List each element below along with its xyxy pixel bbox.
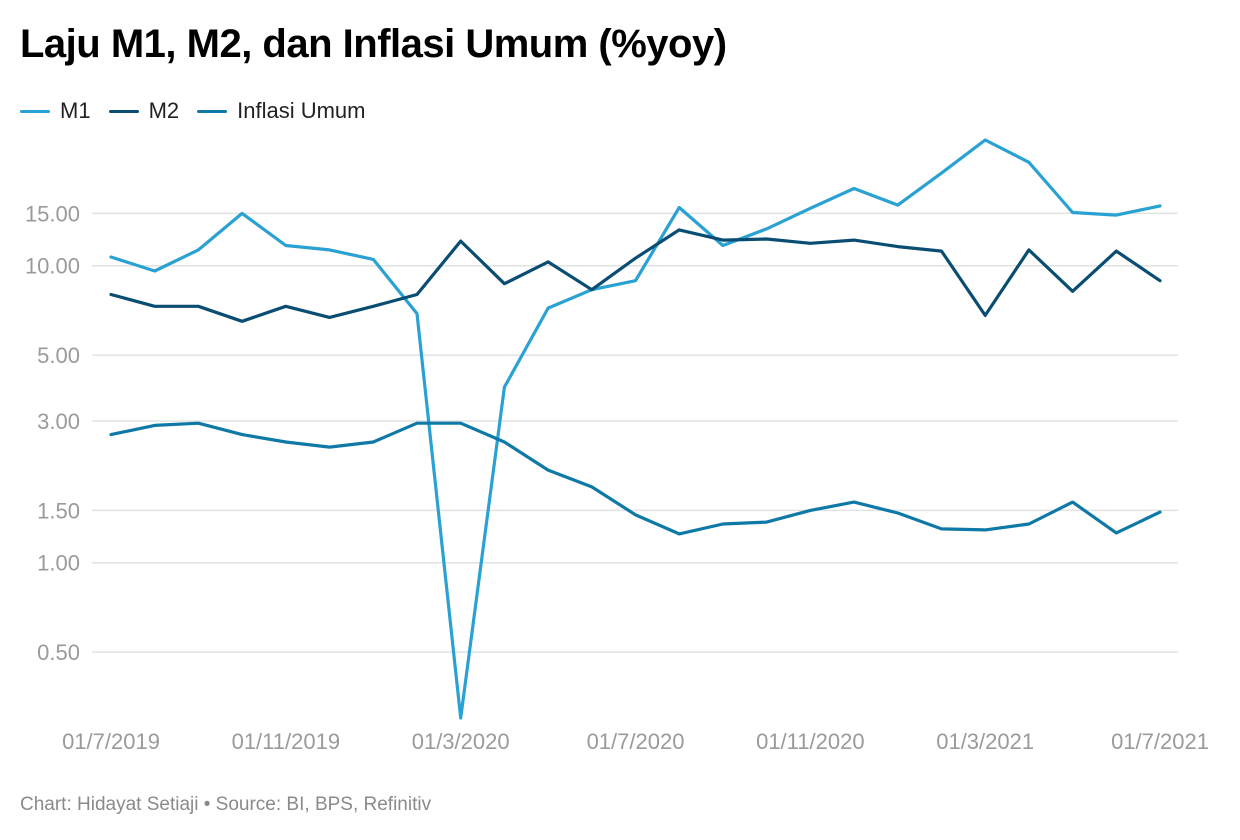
y-tick-label: 1.00 [37,551,80,576]
chart-title: Laju M1, M2, dan Inflasi Umum (%yoy) [20,22,727,66]
series-line-inflasi-umum [109,421,1162,536]
series-lines [109,138,1162,720]
x-tick-label: 01/3/2021 [936,729,1034,754]
legend-label-inflasi: Inflasi Umum [237,98,366,123]
legend-item-m2: M2 [108,98,180,124]
y-tick-label: 0.50 [37,640,80,665]
legend: M1 M2 Inflasi Umum [20,98,383,124]
y-tick-label: 15.00 [25,201,80,226]
legend-item-inflasi: Inflasi Umum [197,98,365,124]
legend-item-m1: M1 [20,98,91,124]
chart-source-credit: Chart: Hidayat Setiaji • Source: BI, BPS… [20,794,432,815]
legend-swatch-m1 [20,109,50,113]
grid-lines [92,212,1178,653]
x-axis-tick-labels: 01/7/2019 01/11/2019 01/3/2020 01/7/2020 01/… [62,729,1209,754]
y-tick-label: 1.50 [37,498,80,523]
x-tick-label: 01/7/2021 [1111,729,1209,754]
legend-swatch-inflasi [197,109,228,113]
x-tick-label: 01/3/2020 [412,729,510,754]
legend-label-m2: M2 [148,98,180,123]
legend-swatch-m2 [108,109,139,113]
x-tick-label: 01/11/2019 [232,729,340,754]
y-axis-tick-labels: 0.50 1.00 1.50 3.00 5.00 10.00 15.00 [25,201,80,665]
y-tick-label: 10.00 [25,254,80,279]
series-line-m1 [109,138,1162,720]
x-tick-label: 01/11/2020 [756,729,864,754]
y-tick-label: 5.00 [37,343,80,368]
y-tick-label: 3.00 [37,409,80,434]
legend-label-m1: M1 [60,98,91,123]
x-tick-label: 01/7/2019 [62,729,160,754]
x-tick-label: 01/7/2020 [587,729,685,754]
series-line-m2 [109,228,1162,323]
